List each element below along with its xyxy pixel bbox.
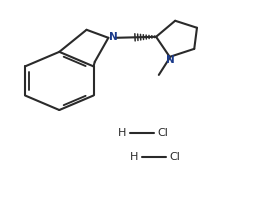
Text: Cl: Cl — [169, 152, 180, 162]
Text: N: N — [109, 32, 118, 42]
Text: H: H — [118, 128, 126, 138]
Text: N: N — [166, 56, 175, 65]
Text: H: H — [130, 152, 138, 162]
Text: Cl: Cl — [157, 128, 168, 138]
